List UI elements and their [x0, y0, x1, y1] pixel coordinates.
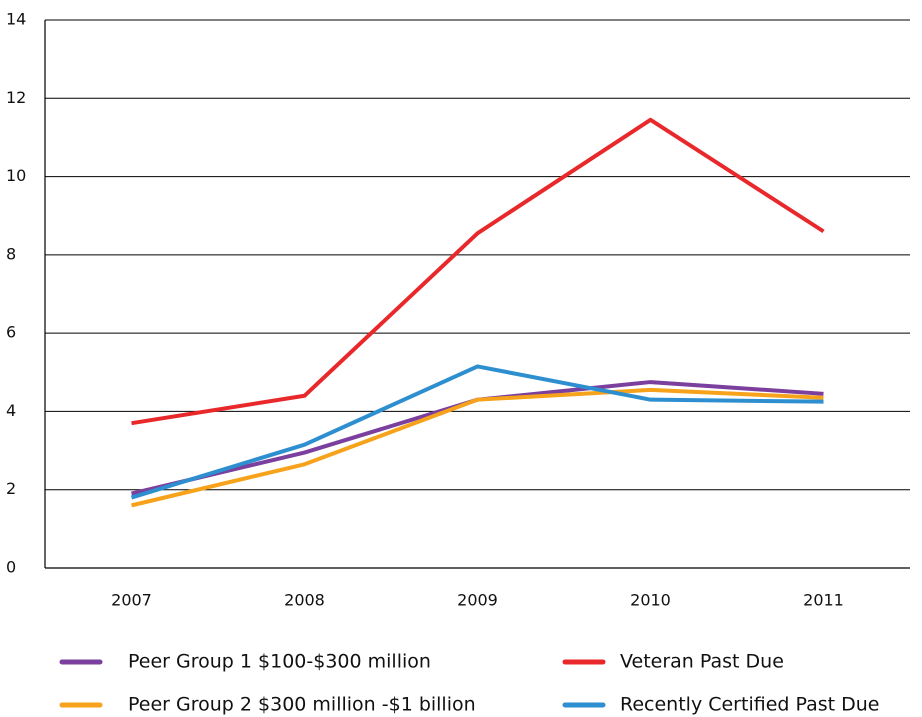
x-tick-label: 2007 — [111, 591, 152, 610]
legend-label: Recently Certified Past Due — [620, 694, 879, 716]
y-tick-label: 12 — [6, 88, 26, 107]
y-tick-label: 2 — [6, 479, 16, 498]
legend: Peer Group 1 $100-$300 million Veteran Pa… — [59, 651, 879, 716]
y-tick-label: 4 — [6, 401, 16, 420]
x-tick-label: 2010 — [630, 591, 671, 610]
y-tick-label: 14 — [6, 10, 26, 29]
y-tick-label: 6 — [6, 323, 16, 342]
series-line — [130, 364, 824, 500]
y-tick-label: 10 — [6, 166, 26, 185]
y-tick-label: 0 — [6, 558, 16, 577]
legend-label: Peer Group 1 $100-$300 million — [128, 651, 431, 673]
y-tick-label: 8 — [6, 244, 16, 263]
legend-label: Peer Group 2 $300 million -$1 billion — [128, 694, 476, 716]
x-tick-label: 2009 — [457, 591, 498, 610]
legend-label: Veteran Past Due — [620, 651, 784, 673]
series-line — [131, 387, 824, 508]
series-line — [131, 117, 825, 426]
x-tick-label: 2011 — [803, 591, 844, 610]
x-tick-label: 2008 — [284, 591, 325, 610]
